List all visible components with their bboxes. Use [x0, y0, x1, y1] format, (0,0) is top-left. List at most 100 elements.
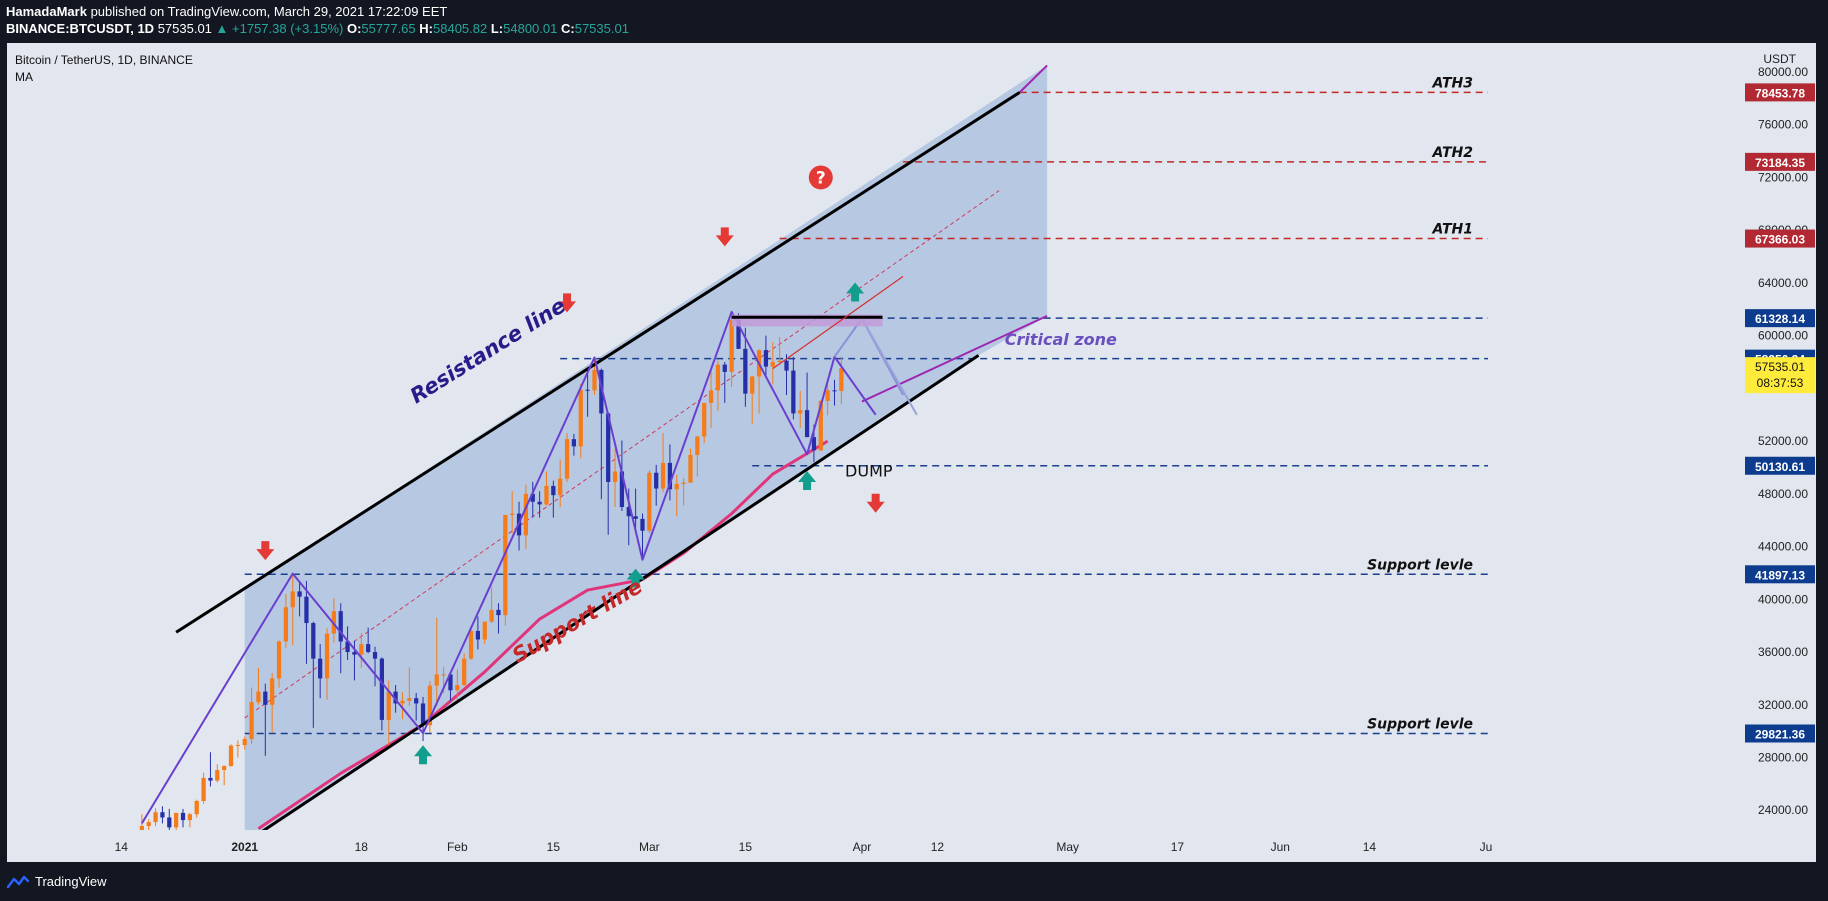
price-level-badge-label: 78453.78: [1755, 86, 1805, 100]
candle-body: [791, 370, 796, 414]
tradingview-logo-icon: [6, 875, 30, 888]
high-value: 58405.82: [433, 21, 488, 36]
support-line: [261, 354, 980, 830]
candle-body: [633, 516, 638, 519]
candle-body: [475, 630, 481, 640]
candle-body: [455, 684, 460, 691]
candle-body: [832, 390, 837, 392]
candle-body: [304, 596, 309, 624]
candle-body: [194, 800, 199, 815]
candle-body: [558, 478, 563, 496]
candle-body: [722, 364, 727, 372]
y-tick-label: 80000.00: [1758, 65, 1808, 79]
candle-body: [311, 623, 316, 659]
level-tag: ATH1: [1431, 222, 1473, 238]
candle-body: [839, 368, 844, 392]
x-tick-label: 2021: [231, 840, 258, 854]
candle-body: [482, 621, 487, 640]
candle-body: [667, 462, 673, 490]
candle-body: [393, 691, 398, 704]
bar-countdown-label: 08:37:53: [1757, 376, 1804, 390]
x-tick-label: 12: [931, 840, 945, 854]
candle-body: [139, 826, 144, 830]
candle-body: [612, 471, 618, 482]
price-level-badge: [1745, 152, 1815, 171]
candle-body: [297, 591, 302, 597]
candle-body: [530, 493, 535, 502]
chart-legend-title: Bitcoin / TetherUS, 1D, BINANCE: [15, 53, 193, 67]
zigzag-path: [141, 310, 877, 824]
candle-body: [619, 471, 625, 508]
candle-body: [359, 644, 364, 655]
y-tick-label: 28000.00: [1758, 750, 1808, 764]
candle-body: [571, 439, 577, 447]
candle-body: [592, 369, 597, 391]
chart-legend-indicator: MA: [15, 70, 33, 84]
projection-leg: [861, 318, 918, 416]
price-level-badge: [1745, 456, 1815, 475]
y-tick-label: 40000.00: [1758, 592, 1808, 606]
candle-body: [626, 507, 631, 517]
publish-text: published on TradingView.com, March 29, …: [90, 4, 448, 19]
y-tick-label: 64000.00: [1758, 276, 1808, 290]
chart-annotation: DUMP: [845, 462, 893, 481]
open-value: 55777.65: [361, 21, 416, 36]
arrow-up-icon: [414, 745, 433, 765]
channel-midline: [244, 190, 1000, 719]
candle-body: [427, 685, 433, 726]
open-label: O:: [346, 21, 362, 36]
candle-body: [729, 319, 734, 372]
candle-body: [407, 698, 412, 701]
y-tick-label: 24000.00: [1758, 803, 1808, 817]
time-axis-background: [7, 830, 1816, 862]
candle-body: [153, 812, 158, 823]
level-tag: Support levle: [1367, 557, 1473, 573]
candle-body: [276, 641, 282, 679]
x-tick-label: Ju: [1480, 840, 1493, 854]
candle-body: [503, 514, 508, 616]
price-level-badge: [1745, 724, 1815, 743]
candle-body: [777, 360, 782, 363]
candle-body: [702, 402, 707, 437]
x-tick-label: 14: [1363, 840, 1377, 854]
x-tick-label: Feb: [447, 840, 468, 854]
candle-body: [551, 485, 556, 496]
x-tick-label: 17: [1171, 840, 1185, 854]
price-level-badge-label: 50130.61: [1755, 460, 1805, 474]
price-change: ▲ +1757.38 (+3.15%): [215, 21, 344, 36]
candle-body: [249, 702, 254, 740]
candle-body: [681, 482, 686, 484]
price-level-badge-label: 29821.36: [1755, 727, 1805, 741]
close-label: C:: [561, 21, 575, 36]
price-level-badge: [1745, 83, 1815, 102]
critical-zone-rect: [731, 314, 883, 327]
publish-info: HamadaMark published on TradingView.com,…: [6, 4, 447, 19]
candle-body: [537, 501, 542, 505]
ohlc-summary: BINANCE:BTCUSDT, 1D 57535.01 ▲ +1757.38 …: [6, 21, 629, 36]
candle-body: [695, 436, 700, 455]
candle-body: [208, 777, 213, 781]
candle-body: [201, 777, 206, 801]
y-tick-label: 60000.00: [1758, 329, 1808, 343]
price-level-badge-label: 41897.13: [1755, 568, 1805, 582]
candle-body: [160, 812, 165, 818]
currency-label: USDT: [1763, 52, 1796, 66]
arrow-down-icon: [866, 493, 885, 513]
candle-body: [743, 348, 748, 394]
candle-body: [818, 400, 823, 451]
candle-body: [228, 745, 234, 767]
candle-body: [414, 698, 419, 704]
candle-body: [804, 410, 810, 438]
candle-body: [606, 413, 611, 482]
candle-body: [798, 410, 803, 414]
candle-body: [510, 513, 515, 515]
footer-brand[interactable]: TradingView: [6, 874, 107, 889]
y-tick-label: 32000.00: [1758, 698, 1808, 712]
candle-body: [283, 607, 289, 642]
author-name[interactable]: HamadaMark: [6, 4, 87, 19]
x-tick-label: May: [1056, 840, 1079, 854]
candle-body: [647, 472, 652, 531]
candle-body: [674, 483, 679, 490]
price-level-badge: [1745, 229, 1815, 248]
